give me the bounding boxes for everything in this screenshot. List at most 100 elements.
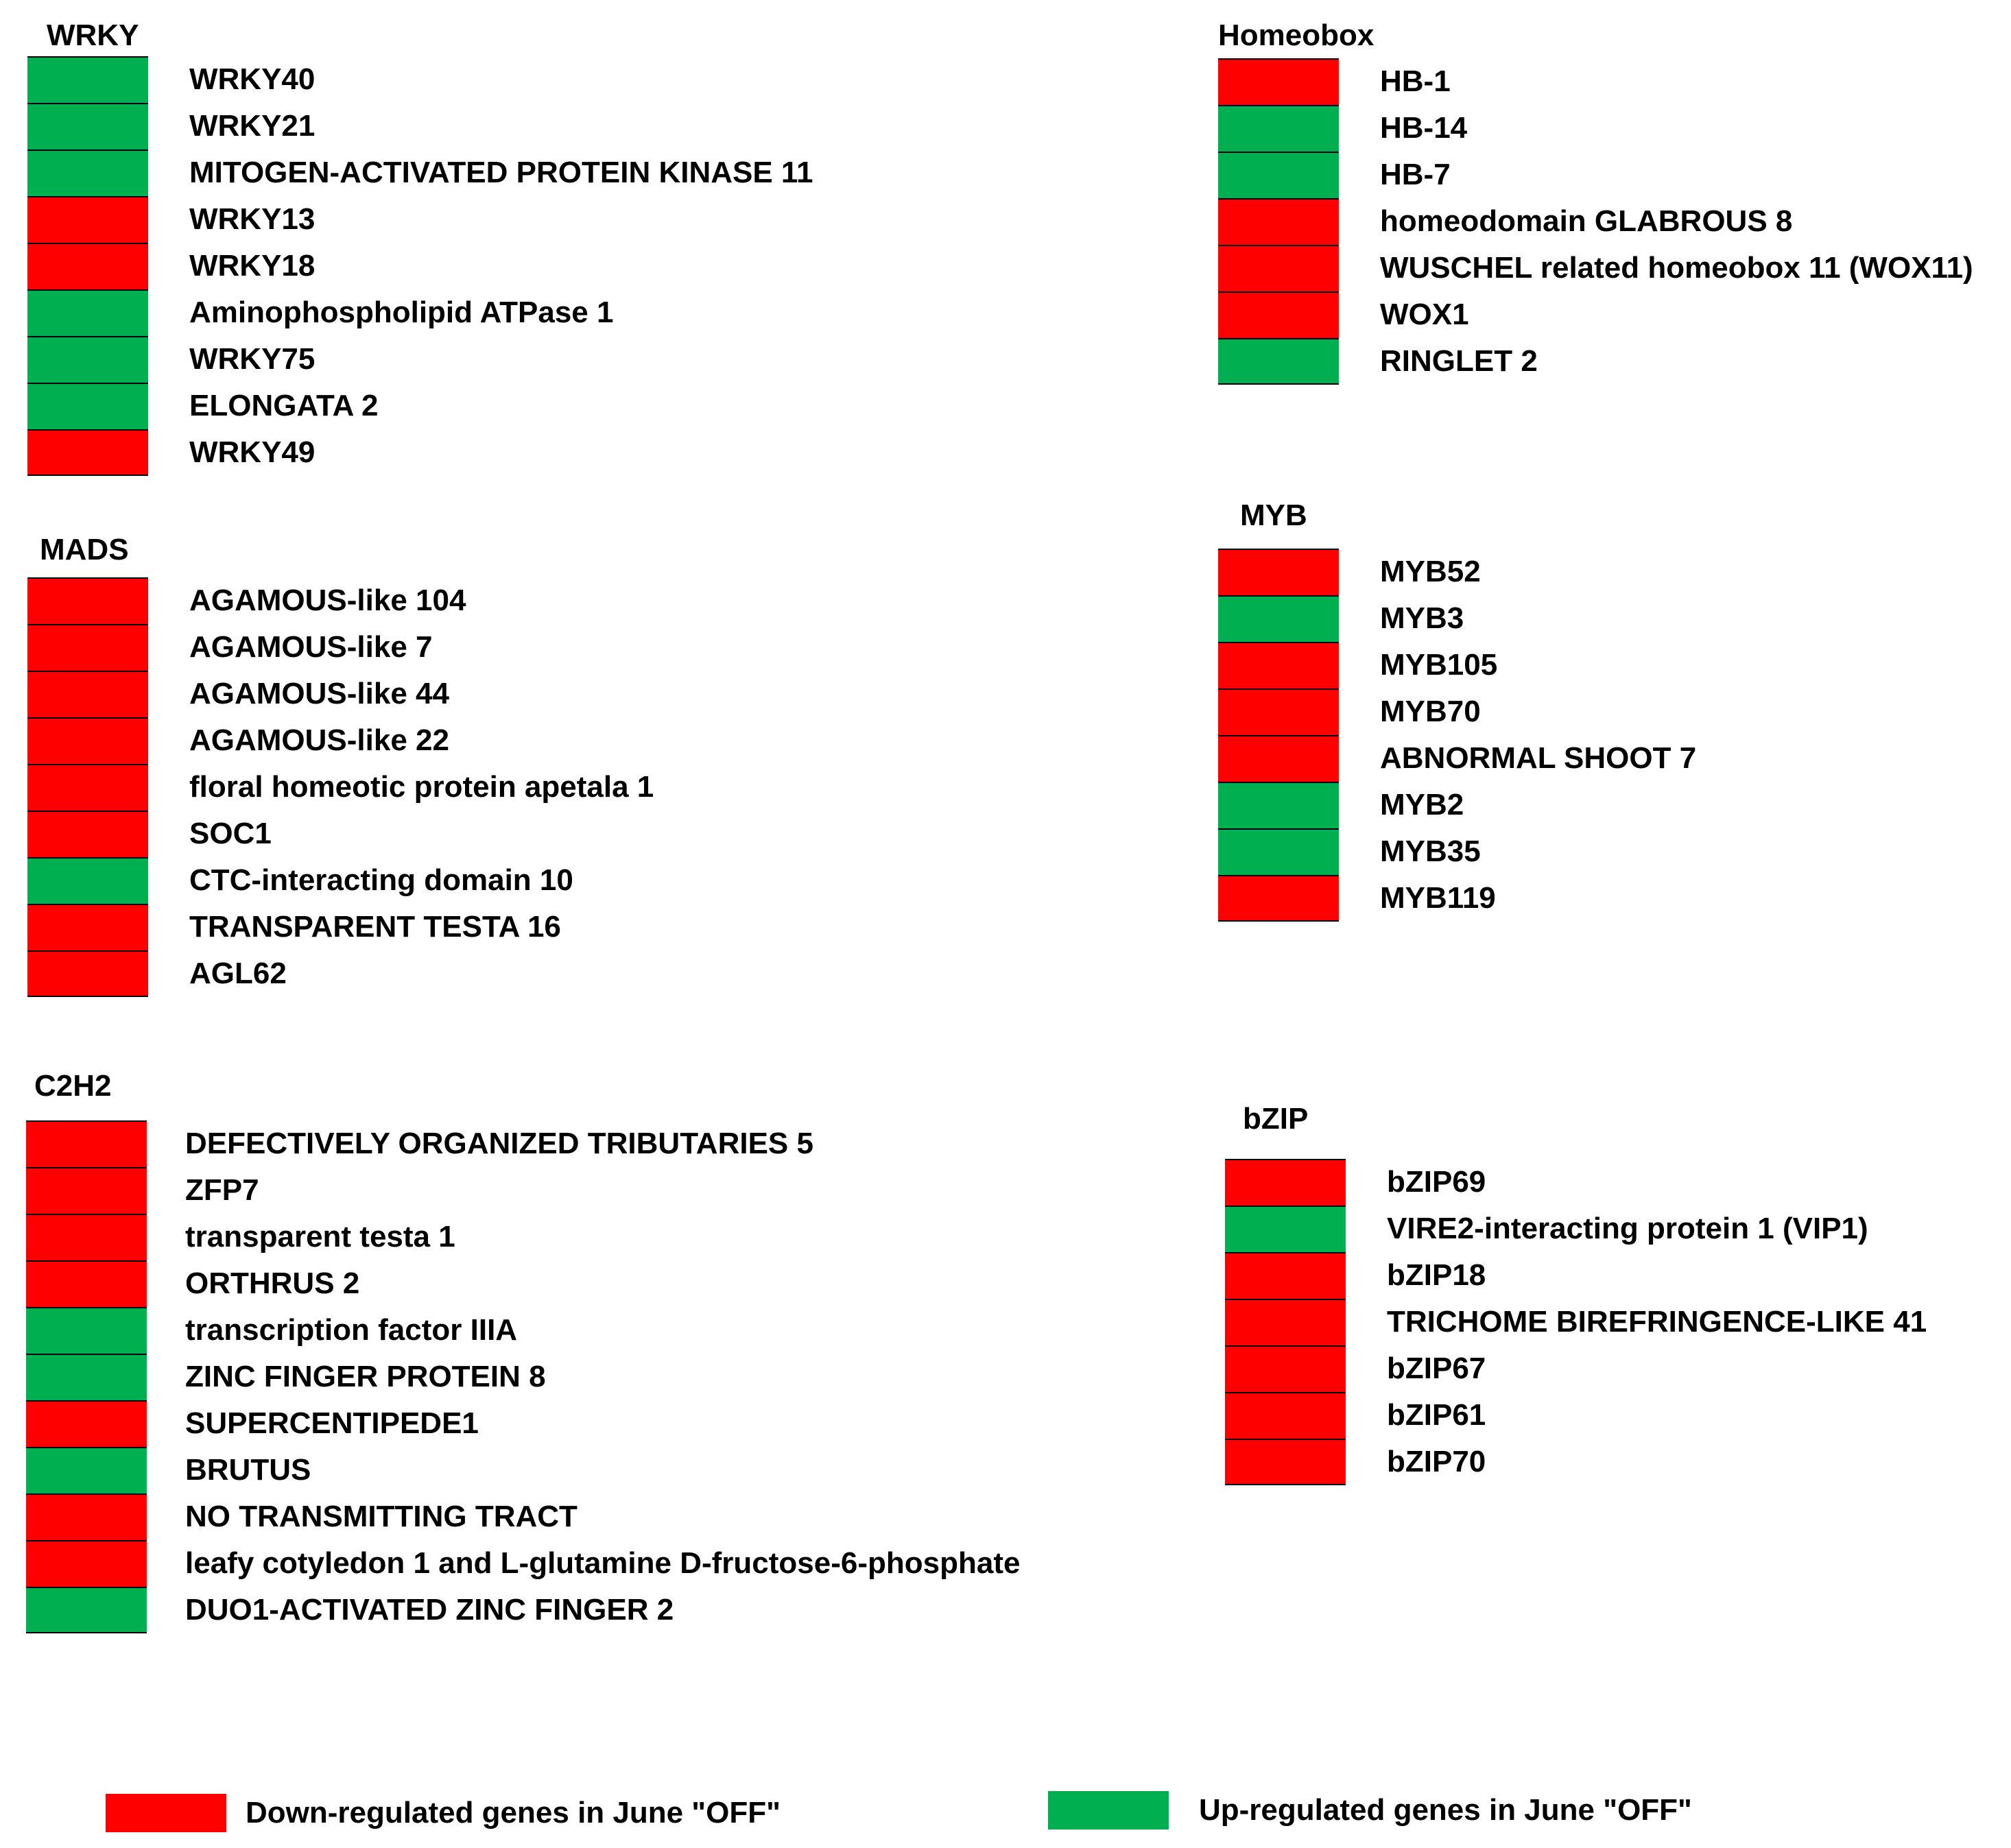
down-regulated-cell <box>26 1120 147 1167</box>
group-title-wrky: WRKY <box>47 19 139 52</box>
legend-up-swatch <box>1048 1791 1169 1829</box>
down-regulated-cell <box>27 904 148 950</box>
down-regulated-cell <box>1218 198 1339 245</box>
down-regulated-cell <box>1218 688 1339 735</box>
gene-label: WUSCHEL related homeobox 11 (WOX11) <box>1380 251 1973 285</box>
group-title-c2h2: C2H2 <box>34 1069 112 1103</box>
gene-label: RINGLET 2 <box>1380 344 1538 378</box>
gene-label: MYB2 <box>1380 788 1464 821</box>
gene-label: bZIP67 <box>1387 1352 1486 1385</box>
gene-label: ZFP7 <box>185 1173 259 1207</box>
up-regulated-cell <box>26 1307 147 1354</box>
up-regulated-cell <box>27 56 148 103</box>
down-regulated-cell <box>1225 1439 1346 1485</box>
gene-label: ABNORMAL SHOOT 7 <box>1380 741 1697 775</box>
down-regulated-cell <box>1218 549 1339 595</box>
gene-label: AGAMOUS-like 7 <box>189 630 433 664</box>
gene-label: HB-7 <box>1380 158 1451 191</box>
down-regulated-cell <box>27 429 148 476</box>
legend-down-label: Down-regulated genes in June "OFF" <box>246 1796 781 1829</box>
gene-label: HB-1 <box>1380 64 1451 98</box>
gene-label: MITOGEN-ACTIVATED PROTEIN KINASE 11 <box>189 156 813 189</box>
down-regulated-cell <box>1218 642 1339 688</box>
gene-label: ELONGATA 2 <box>189 389 379 422</box>
gene-label: AGAMOUS-like 22 <box>189 723 449 757</box>
up-regulated-cell <box>26 1447 147 1493</box>
gene-label: ORTHRUS 2 <box>185 1267 360 1300</box>
up-regulated-cell <box>27 103 148 149</box>
gene-label: ZINC FINGER PROTEIN 8 <box>185 1360 546 1393</box>
up-regulated-cell <box>27 289 148 336</box>
down-regulated-cell <box>1218 58 1339 105</box>
gene-label: WRKY40 <box>189 62 316 96</box>
down-regulated-cell <box>27 196 148 243</box>
down-regulated-cell <box>1218 875 1339 922</box>
gene-label: leafy cotyledon 1 and L-glutamine D-fruc… <box>185 1546 1021 1580</box>
group-title-mads: MADS <box>40 533 129 566</box>
down-regulated-cell <box>1225 1159 1346 1205</box>
down-regulated-cell <box>26 1540 147 1587</box>
up-regulated-cell <box>1218 105 1339 152</box>
down-regulated-cell <box>1218 291 1339 338</box>
group-title-myb: MYB <box>1240 499 1307 532</box>
gene-label: BRUTUS <box>185 1453 311 1487</box>
gene-label: MYB52 <box>1380 555 1481 588</box>
down-regulated-cell <box>1225 1345 1346 1392</box>
gene-label: MYB119 <box>1380 881 1496 915</box>
down-regulated-cell <box>27 243 148 289</box>
group-title-bzip: bZIP <box>1243 1102 1309 1136</box>
gene-label: Aminophospholipid ATPase 1 <box>189 296 614 329</box>
gene-label: MYB70 <box>1380 695 1481 728</box>
gene-label: bZIP18 <box>1387 1258 1486 1292</box>
gene-label: CTC-interacting domain 10 <box>189 863 573 897</box>
down-regulated-cell <box>26 1493 147 1540</box>
down-regulated-cell <box>26 1214 147 1260</box>
gene-label: MYB35 <box>1380 835 1481 868</box>
up-regulated-cell <box>1218 828 1339 875</box>
down-regulated-cell <box>27 717 148 764</box>
gene-label: WRKY18 <box>189 249 316 283</box>
gene-label: SUPERCENTIPEDE1 <box>185 1406 479 1440</box>
legend-up-label: Up-regulated genes in June "OFF" <box>1199 1793 1692 1827</box>
down-regulated-cell <box>27 811 148 857</box>
down-regulated-cell <box>27 577 148 624</box>
up-regulated-cell <box>26 1354 147 1400</box>
gene-label: SOC1 <box>189 817 272 850</box>
down-regulated-cell <box>1225 1299 1346 1345</box>
down-regulated-cell <box>27 950 148 997</box>
up-regulated-cell <box>1218 338 1339 385</box>
gene-label: WRKY21 <box>189 109 316 143</box>
gene-label: HB-14 <box>1380 111 1468 145</box>
gene-label: DUO1-ACTIVATED ZINC FINGER 2 <box>185 1593 674 1627</box>
gene-label: floral homeotic protein apetala 1 <box>189 770 654 804</box>
down-regulated-cell <box>26 1400 147 1447</box>
gene-label: VIRE2-interacting protein 1 (VIP1) <box>1387 1212 1868 1245</box>
gene-label: AGAMOUS-like 44 <box>189 677 449 710</box>
up-regulated-cell <box>27 336 148 383</box>
gene-label: transcription factor IIIA <box>185 1313 518 1347</box>
down-regulated-cell <box>26 1167 147 1214</box>
down-regulated-cell <box>26 1260 147 1307</box>
gene-label: AGAMOUS-like 104 <box>189 584 466 617</box>
down-regulated-cell <box>1218 735 1339 782</box>
up-regulated-cell <box>1218 782 1339 828</box>
gene-label: bZIP70 <box>1387 1445 1486 1478</box>
up-regulated-cell <box>1225 1205 1346 1252</box>
gene-label: NO TRANSMITTING TRACT <box>185 1500 578 1533</box>
gene-label: WRKY13 <box>189 202 316 236</box>
gene-label: TRICHOME BIREFRINGENCE-LIKE 41 <box>1387 1305 1927 1339</box>
up-regulated-cell <box>27 857 148 904</box>
gene-label: WRKY75 <box>189 342 316 376</box>
up-regulated-cell <box>27 149 148 196</box>
gene-label: MYB3 <box>1380 601 1464 635</box>
gene-label: DEFECTIVELY ORGANIZED TRIBUTARIES 5 <box>185 1127 813 1160</box>
gene-label: AGL62 <box>189 957 287 990</box>
gene-label: bZIP61 <box>1387 1398 1486 1432</box>
up-regulated-cell <box>27 383 148 429</box>
gene-label: WOX1 <box>1380 298 1469 331</box>
down-regulated-cell <box>1225 1392 1346 1439</box>
gene-label: WRKY49 <box>189 435 316 469</box>
down-regulated-cell <box>1218 245 1339 291</box>
down-regulated-cell <box>1225 1252 1346 1299</box>
gene-label: homeodomain GLABROUS 8 <box>1380 204 1793 238</box>
